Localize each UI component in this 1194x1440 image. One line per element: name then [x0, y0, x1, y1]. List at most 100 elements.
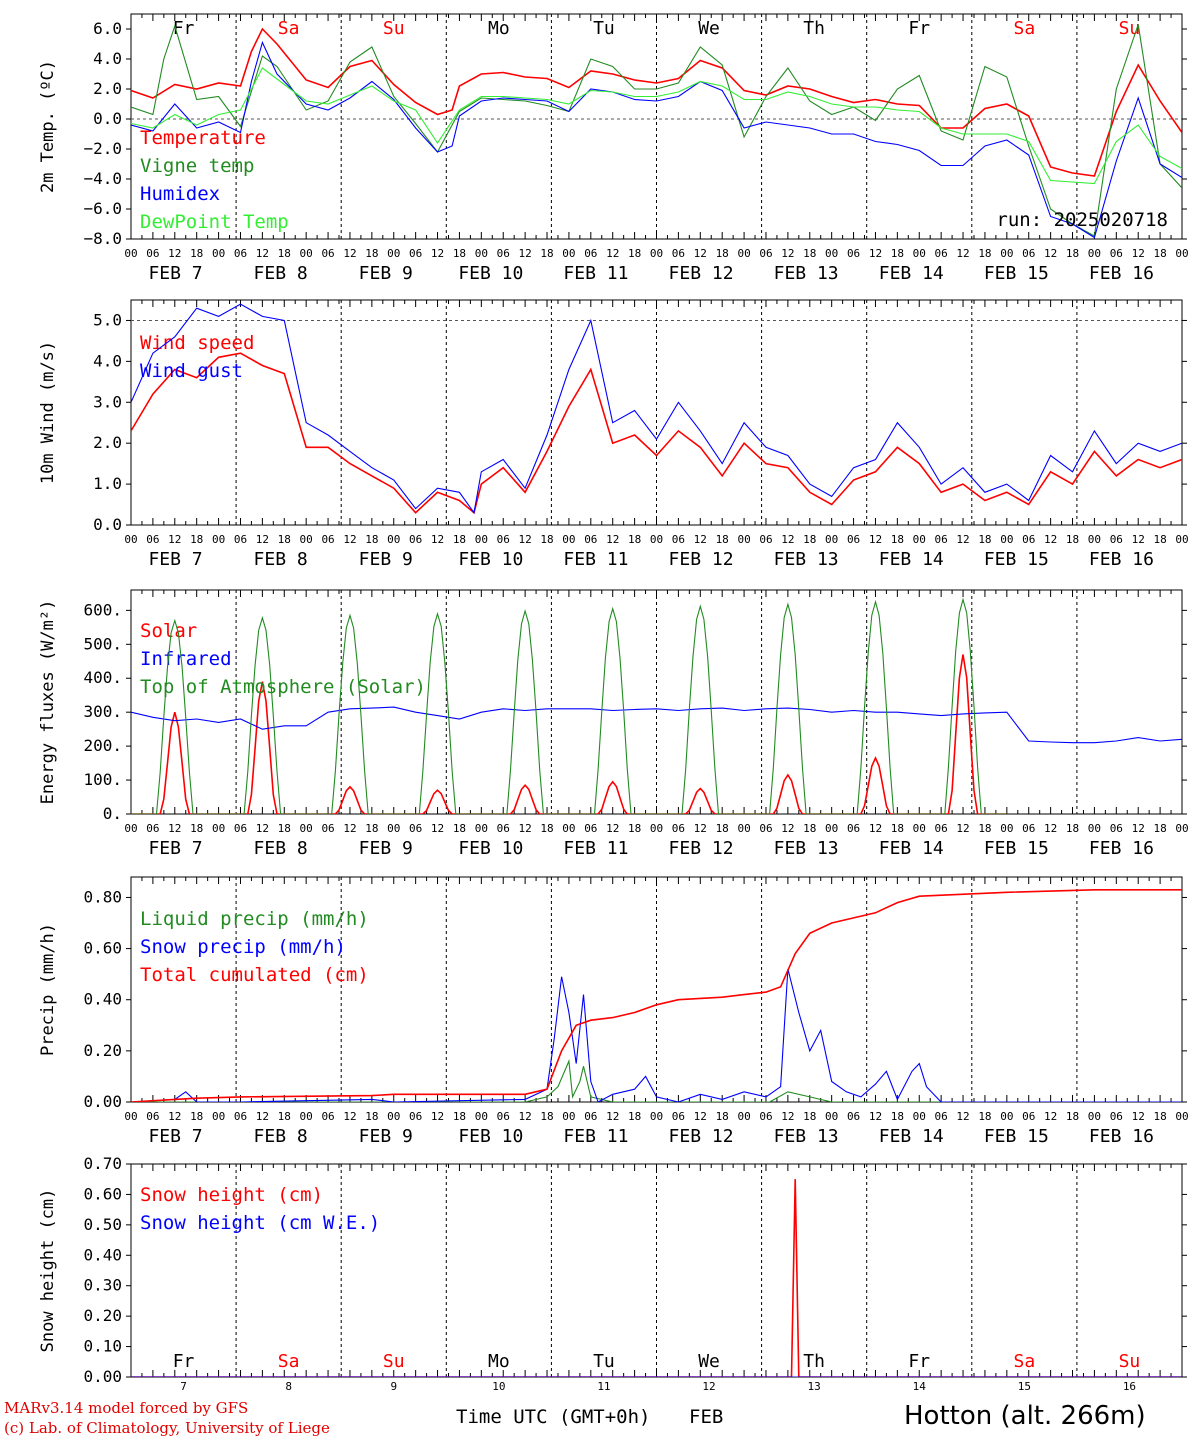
x-hour-label: 00	[124, 247, 137, 260]
x-hour-label: 18	[628, 247, 641, 260]
x-hour-label: 00	[1000, 822, 1013, 835]
y-tick-label: 0.60	[83, 1184, 122, 1203]
x-hour-label: 00	[124, 533, 137, 546]
date-label: FEB 12	[669, 1126, 734, 1147]
date-number: 15	[1018, 1380, 1031, 1393]
x-hour-label: 06	[847, 822, 860, 835]
x-hour-label: 18	[628, 1110, 641, 1123]
x-hour-label: 06	[234, 533, 247, 546]
x-hour-label: 12	[869, 247, 882, 260]
date-label: FEB 10	[458, 549, 523, 570]
y-tick-label: 0.0	[93, 109, 122, 128]
x-hour-label: 18	[716, 533, 729, 546]
x-hour-label: 06	[234, 822, 247, 835]
x-hour-label: 18	[891, 247, 904, 260]
x-hour-label: 18	[453, 247, 466, 260]
x-hour-label: 06	[409, 533, 422, 546]
date-label: FEB 15	[984, 1126, 1049, 1147]
x-hour-label: 06	[759, 533, 772, 546]
legend-entry: Temperature	[140, 127, 266, 149]
x-hour-label: 00	[913, 1110, 926, 1123]
day-label: Tu	[593, 1351, 615, 1372]
x-hour-label: 12	[606, 1110, 619, 1123]
x-hour-label: 00	[650, 822, 663, 835]
x-hour-label: 12	[168, 822, 181, 835]
panel-3: 600. 500. 400. 300. 200. 100. 0. Energy fluxes …	[38, 589, 1189, 859]
x-hour-label: 18	[1066, 822, 1079, 835]
x-hour-label: 12	[519, 1110, 532, 1123]
x-hour-label: 00	[124, 822, 137, 835]
legend-entry: Total cumulated (cm)	[140, 964, 369, 986]
x-hour-label: 18	[278, 533, 291, 546]
date-label: FEB 10	[458, 263, 523, 284]
x-hour-label: 12	[168, 1110, 181, 1123]
date-label: FEB 8	[254, 549, 308, 570]
x-hour-label: 00	[1088, 533, 1101, 546]
series-line-solar	[131, 654, 1007, 814]
x-hour-label: 06	[847, 247, 860, 260]
date-label: FEB 13	[774, 263, 839, 284]
x-hour-label: 06	[1110, 533, 1123, 546]
x-hour-label: 18	[628, 533, 641, 546]
date-label: FEB 14	[879, 1126, 944, 1147]
x-hour-label: 18	[716, 822, 729, 835]
x-hour-label: 18	[1066, 533, 1079, 546]
legend-entry: Wind gust	[140, 360, 243, 382]
x-hour-label: 06	[497, 247, 510, 260]
x-hour-label: 06	[672, 1110, 685, 1123]
x-hour-label: 00	[300, 247, 313, 260]
y-axis-label: 2m Temp. (ºC)	[38, 60, 58, 193]
date-number: 11	[597, 1380, 610, 1393]
x-hour-label: 12	[256, 1110, 269, 1123]
x-hour-label: 06	[321, 533, 334, 546]
x-hour-label: 18	[891, 533, 904, 546]
date-label: FEB 11	[563, 263, 628, 284]
x-hour-label: 18	[1153, 1110, 1166, 1123]
day-label: Fr	[173, 1351, 195, 1372]
x-hour-label: 12	[168, 247, 181, 260]
y-tick-label: 200.	[83, 736, 122, 755]
date-label: FEB 12	[669, 263, 734, 284]
y-tick-label: −6.0	[83, 199, 122, 218]
x-hour-label: 00	[124, 1110, 137, 1123]
date-label: FEB 13	[774, 1126, 839, 1147]
x-hour-label: 12	[606, 533, 619, 546]
x-hour-label: 12	[956, 822, 969, 835]
y-tick-label: 0.60	[83, 939, 122, 958]
x-hour-label: 18	[716, 247, 729, 260]
day-label: Su	[383, 18, 405, 39]
x-hour-label: 00	[737, 822, 750, 835]
y-tick-label: 1.0	[93, 474, 122, 493]
date-label: FEB 13	[774, 549, 839, 570]
x-hour-label: 06	[1022, 822, 1035, 835]
y-tick-label: 400.	[83, 668, 122, 687]
x-hour-label: 18	[365, 533, 378, 546]
date-label: FEB 16	[1089, 838, 1154, 859]
x-hour-label: 12	[694, 247, 707, 260]
x-hour-label: 00	[1088, 822, 1101, 835]
x-hour-label: 12	[431, 533, 444, 546]
x-hour-label: 06	[321, 822, 334, 835]
date-label: FEB 11	[563, 549, 628, 570]
series-line-humidex	[131, 40, 1182, 239]
x-hour-label: 18	[716, 1110, 729, 1123]
x-hour-label: 12	[168, 533, 181, 546]
x-hour-label: 12	[256, 247, 269, 260]
date-label: FEB 16	[1089, 549, 1154, 570]
month-label: FEB	[689, 1406, 724, 1428]
day-label: Th	[803, 1351, 825, 1372]
day-label: Sa	[278, 1351, 300, 1372]
y-tick-label: 4.0	[93, 351, 122, 370]
legend-entry: Snow height (cm)	[140, 1184, 323, 1206]
date-label: FEB 8	[254, 838, 308, 859]
x-hour-label: 00	[300, 1110, 313, 1123]
y-axis-label: Precip (mm/h)	[38, 923, 58, 1056]
legend-entry: Solar	[140, 620, 197, 642]
x-hour-label: 06	[146, 1110, 159, 1123]
day-label: Mo	[488, 18, 510, 39]
x-hour-label: 06	[409, 822, 422, 835]
series-line-temperature	[131, 27, 1182, 177]
y-tick-label: 4.0	[93, 49, 122, 68]
x-hour-label: 00	[475, 822, 488, 835]
x-hour-label: 06	[497, 1110, 510, 1123]
